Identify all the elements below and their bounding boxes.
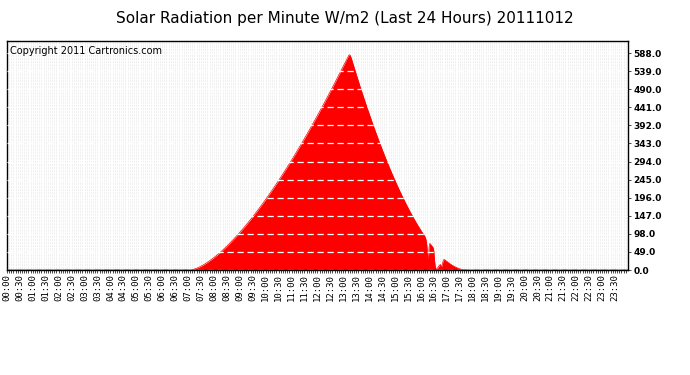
Text: Copyright 2011 Cartronics.com: Copyright 2011 Cartronics.com (10, 46, 162, 56)
Text: Solar Radiation per Minute W/m2 (Last 24 Hours) 20111012: Solar Radiation per Minute W/m2 (Last 24… (116, 11, 574, 26)
